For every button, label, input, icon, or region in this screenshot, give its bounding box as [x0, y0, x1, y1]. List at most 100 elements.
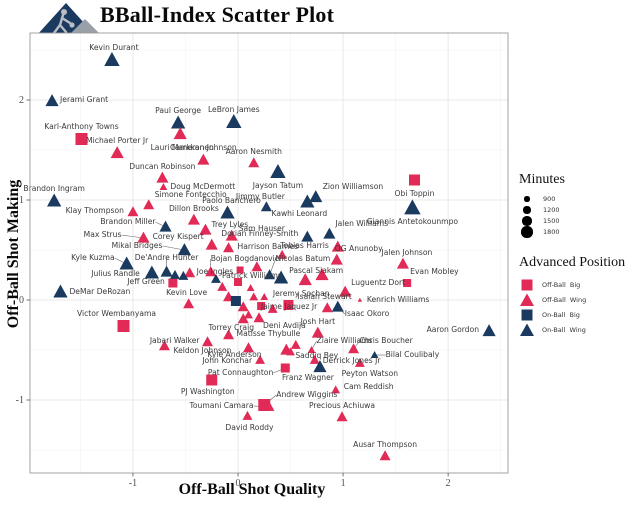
point-label: Matisse Thybulle — [237, 329, 301, 338]
point-label: Zion Williamson — [323, 182, 384, 191]
legend-position-rows: Off-Ball Big Off-Ball Wing On-Ball Big On-B… — [519, 277, 639, 337]
logo-triangle-gray — [69, 19, 101, 35]
point-label: Michael Porter Jr — [86, 136, 149, 145]
point-label: Ziaire Williams — [317, 336, 373, 345]
minutes-dot — [524, 196, 530, 202]
point-label: Deni Avdija — [263, 321, 306, 330]
point-label: Victor Wembanyama — [77, 309, 156, 318]
on-ball-marker-icon — [521, 309, 533, 320]
point-label: Jaime Jaquez Jr — [260, 302, 318, 311]
data-point — [403, 279, 412, 287]
point-label: Joe Ingles — [196, 267, 234, 276]
point-label: Simone Fontecchio — [155, 190, 227, 199]
legend-minutes-item: 1800 — [519, 226, 639, 238]
data-point — [202, 336, 214, 347]
point-label: Saddiq Bey — [295, 351, 338, 360]
data-point — [323, 227, 336, 239]
data-point — [409, 174, 421, 186]
x-tick-label: 1 — [341, 478, 346, 489]
legend-position-item: Off-Ball Big — [519, 277, 639, 292]
data-point — [273, 270, 289, 284]
triangle-glyph — [520, 293, 534, 306]
point-label: Aaron Gordon — [427, 325, 480, 334]
data-point — [178, 270, 189, 280]
data-point — [47, 193, 62, 207]
data-point — [104, 51, 120, 66]
point-label: Andrew Wiggins — [276, 390, 337, 399]
data-point — [255, 354, 266, 364]
off-ballw-marker-icon — [520, 293, 534, 306]
point-label: Dillon Brooks — [169, 204, 219, 213]
data-point — [321, 302, 333, 313]
legend-position-label: On-Ball Big — [542, 310, 580, 319]
data-point — [482, 324, 496, 337]
data-point — [246, 283, 255, 291]
data-point — [45, 94, 59, 107]
point-label: Cam Reddish — [344, 382, 394, 391]
data-point — [226, 113, 242, 128]
point-label: Jayson Tatum — [252, 181, 303, 190]
point-label: Keldon Johnson — [173, 346, 231, 355]
data-point — [298, 273, 312, 286]
data-point — [110, 146, 124, 159]
data-point — [301, 230, 314, 242]
legend-position-label: Off-Ball Wing — [542, 295, 587, 304]
data-point — [379, 450, 391, 461]
data-point — [144, 265, 160, 279]
point-label: Corey Kispert — [153, 232, 204, 241]
page-title: BBall-Index Scatter Plot — [100, 2, 335, 27]
point-label: Kawhi Leonard — [271, 209, 327, 218]
legend-minutes-item: 1500 — [519, 216, 639, 226]
point-label: Bojan Bogdanovic — [211, 254, 279, 263]
data-point — [205, 266, 217, 277]
data-point — [223, 242, 235, 253]
point-label: Jerami Grant — [59, 95, 108, 104]
data-point — [206, 374, 218, 386]
point-label: Kyle Kuzma — [71, 253, 115, 262]
data-point — [53, 284, 68, 298]
legend-minutes-value: 1500 — [543, 217, 560, 225]
point-label: Pascal Siakam — [289, 266, 343, 275]
label-leader-line — [121, 234, 144, 239]
point-label: Patrick Williams — [222, 271, 282, 280]
point-label: Jalen Williams — [334, 219, 388, 228]
point-label: Bilal Coulibaly — [386, 350, 440, 359]
point-label: PJ Washington — [181, 387, 235, 396]
point-label: Duncan Robinson — [129, 162, 195, 171]
data-point — [249, 292, 259, 301]
point-label: OG Anunoby — [335, 244, 383, 253]
point-label: Franz Wagner — [282, 373, 335, 382]
legend-position-item: Off-Ball Wing — [519, 292, 639, 307]
x-tick-label: 0 — [236, 478, 241, 489]
data-point — [280, 363, 290, 373]
data-point — [331, 240, 344, 252]
data-point — [117, 320, 130, 332]
data-point — [290, 339, 301, 349]
data-point — [236, 266, 244, 274]
data-point — [260, 292, 269, 300]
point-label: Sam Hauser — [239, 224, 286, 233]
point-label: Jeff Green — [126, 277, 165, 286]
data-point — [170, 269, 180, 279]
point-label: Obi Toppin — [395, 189, 435, 198]
point-label: Brandon Ingram — [23, 184, 85, 193]
data-point — [257, 302, 266, 310]
data-point — [243, 342, 255, 353]
point-label: Luguentz Dort — [351, 278, 405, 287]
header: BBall-Index Scatter Plot — [0, 0, 640, 36]
y-axis-label: Off-Ball Shot Making — [5, 179, 22, 329]
legend-position-title: Advanced Position — [519, 255, 626, 270]
legend-minutes-value: 900 — [543, 195, 556, 203]
data-point — [404, 199, 421, 215]
point-label: John Konchar — [201, 356, 253, 365]
minutes-dot — [521, 226, 533, 238]
point-label: Kyle Anderson — [207, 350, 261, 359]
point-label: Kenrich Williams — [367, 295, 430, 304]
off-ballb-marker-icon — [521, 279, 533, 290]
point-label: Derrick Jones Jr — [323, 356, 382, 365]
legend-position-item: On-Ball Big — [519, 307, 639, 322]
point-label: Jabari Walker — [149, 336, 201, 345]
data-point — [313, 360, 327, 373]
